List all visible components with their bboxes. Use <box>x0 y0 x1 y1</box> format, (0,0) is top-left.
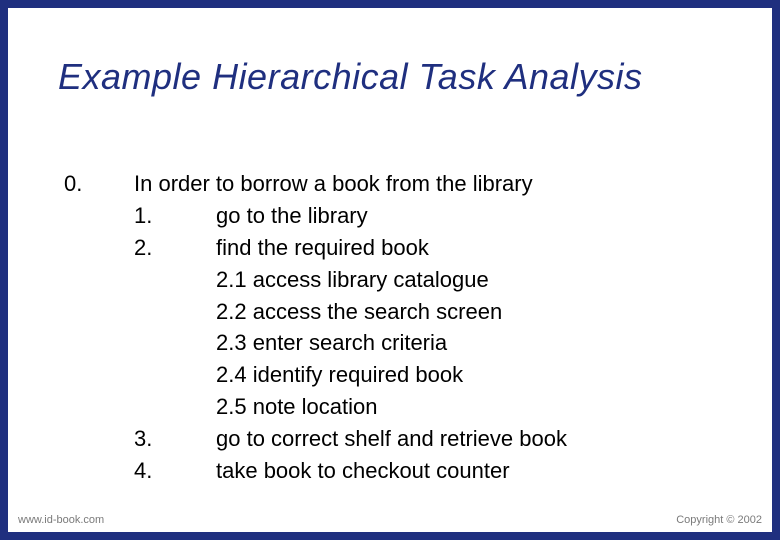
task-root-number: 0. <box>64 168 134 200</box>
slide-frame: Example Hierarchical Task Analysis 0. In… <box>8 8 772 532</box>
task-step-number: 4. <box>134 455 216 487</box>
footer-url: www.id-book.com <box>18 514 104 526</box>
task-substep-row: 2.2 access the search screen <box>64 296 732 328</box>
task-step-text: go to the library <box>216 200 732 232</box>
task-substep-text: 2.2 access the search screen <box>216 296 732 328</box>
task-substep-text: 2.5 note location <box>216 391 732 423</box>
slide-title: Example Hierarchical Task Analysis <box>58 56 722 98</box>
task-substep-row: 2.4 identify required book <box>64 359 732 391</box>
task-step-text: go to correct shelf and retrieve book <box>216 423 732 455</box>
task-substep-row: 2.1 access library catalogue <box>64 264 732 296</box>
footer-copyright: Copyright © 2002 <box>676 514 762 526</box>
task-step-row: 1. go to the library <box>64 200 732 232</box>
task-step-row: 3. go to correct shelf and retrieve book <box>64 423 732 455</box>
task-step-number: 3. <box>134 423 216 455</box>
task-root-row: 0. In order to borrow a book from the li… <box>64 168 732 200</box>
task-substep-text: 2.3 enter search criteria <box>216 327 732 359</box>
task-step-row: 4. take book to checkout counter <box>64 455 732 487</box>
task-substep-text: 2.1 access library catalogue <box>216 264 732 296</box>
task-step-row: 2. find the required book <box>64 232 732 264</box>
slide-content: 0. In order to borrow a book from the li… <box>64 168 732 487</box>
task-substep-row: 2.5 note location <box>64 391 732 423</box>
task-substep-text: 2.4 identify required book <box>216 359 732 391</box>
task-step-number: 2. <box>134 232 216 264</box>
task-substep-row: 2.3 enter search criteria <box>64 327 732 359</box>
task-step-text: take book to checkout counter <box>216 455 732 487</box>
task-step-number: 1. <box>134 200 216 232</box>
task-root-text: In order to borrow a book from the libra… <box>134 168 732 200</box>
task-step-text: find the required book <box>216 232 732 264</box>
